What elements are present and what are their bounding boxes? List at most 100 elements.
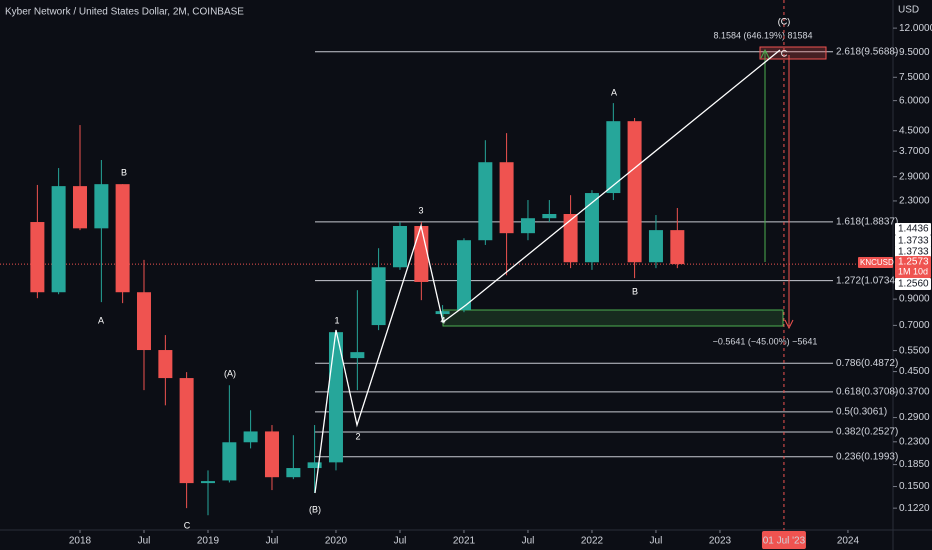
y-tick-label: 0.7000 [899, 320, 930, 331]
last-price-box [895, 256, 931, 278]
y-tick-label: 0.1850 [899, 459, 930, 470]
candle-body [328, 332, 343, 463]
countdown: 1M 10d [898, 266, 928, 276]
candle-body [542, 213, 557, 219]
candle-body [158, 350, 173, 379]
candle-body [627, 121, 642, 263]
wave-label: B [121, 167, 127, 177]
fib-label: 0.236(0.1993) [836, 451, 898, 462]
y-tick-label: 2.3000 [899, 196, 930, 207]
wave-label: (B) [309, 504, 321, 514]
x-tick-label: Jul [266, 536, 279, 547]
candle-body [222, 442, 237, 481]
x-tick-label: 2022 [581, 536, 604, 547]
x-tick-label: 2023 [709, 536, 732, 547]
candle-body [606, 121, 621, 194]
candle-body [136, 292, 151, 351]
fib-label: 2.618(9.5688) [836, 46, 898, 57]
y-tick-label: 6.0000 [899, 95, 930, 106]
candle-body [307, 462, 322, 469]
arrow-head [784, 319, 794, 330]
y-tick-label: 4.5000 [899, 125, 930, 136]
price-label-box [895, 246, 931, 258]
candle-body [520, 218, 535, 234]
candle-body [371, 267, 386, 326]
x-tick-label: Jul [394, 536, 407, 547]
candle-body [478, 162, 493, 241]
wave-label: B [632, 286, 638, 296]
x-tick-label: 2021 [453, 536, 476, 547]
candle-body [51, 186, 66, 293]
x-tick-label: 2019 [197, 536, 220, 547]
y-tick-label: 2.9000 [899, 171, 930, 182]
candle-body [499, 162, 514, 234]
price-label: 1.4436 [898, 224, 929, 235]
wave-line [314, 49, 781, 494]
arrow-head [760, 48, 770, 59]
candle-body [115, 184, 130, 293]
y-unit: USD [898, 5, 919, 16]
candle-body [264, 431, 279, 478]
fib-label: 0.786(0.4872) [836, 358, 898, 369]
last-price-label: 1.2573 [898, 257, 929, 268]
fib-label: 1.272(1.0734) [836, 275, 898, 286]
candle-body [72, 186, 87, 229]
price-label: 1.3733 [898, 247, 929, 258]
candle-body [563, 213, 578, 263]
measure-label: −0.5641 (−45.00%) −5641 [713, 336, 818, 346]
wave-label: C [781, 48, 788, 58]
candle-body [179, 378, 194, 484]
y-tick-label: 0.2300 [899, 436, 930, 447]
fib-label: 1.618(1.8837) [836, 216, 898, 227]
candle-body [456, 240, 471, 311]
y-tick-label: 0.9000 [899, 294, 930, 305]
candle-body [200, 481, 215, 484]
y-tick-label: 12.0000 [899, 23, 932, 34]
y-tick-label: 0.4500 [899, 366, 930, 377]
cursor-date-label: 01 Jul '23 [763, 536, 806, 547]
candle-body [435, 311, 450, 315]
candle-body [286, 468, 301, 478]
cursor-date-box [761, 531, 806, 549]
wave-label: A [611, 87, 617, 97]
candle-body [584, 193, 599, 263]
wave-label: 1 [334, 315, 339, 325]
measure-label: 8.1584 (646.19%) 81584 [713, 30, 812, 40]
x-tick-label: 2018 [69, 536, 92, 547]
series-name-box [858, 257, 893, 268]
wave-label: (A) [224, 368, 236, 378]
candle-body [648, 230, 663, 263]
x-tick-label: Jul [138, 536, 151, 547]
wave-label: A [98, 315, 104, 325]
price-label: 1.3733 [898, 236, 929, 247]
wave-label: (C) [778, 16, 791, 26]
x-tick-label: 2020 [325, 536, 348, 547]
x-tick-label: Jul [650, 536, 663, 547]
chart-title: Kyber Network / United States Dollar, 2M… [5, 7, 244, 18]
wave-label: 3 [418, 205, 423, 215]
candle-body [350, 352, 365, 359]
candle-body [243, 431, 258, 443]
price-label: 1.2560 [898, 279, 929, 290]
y-tick-label: 9.5000 [899, 47, 930, 58]
series-name: KNCUSD [860, 258, 894, 267]
y-tick-label: 0.5500 [899, 345, 930, 356]
x-tick-label: Jul [522, 536, 535, 547]
wave-label: C [184, 520, 191, 530]
candle-body [30, 222, 45, 293]
price-label-box [895, 223, 931, 235]
fib-label: 0.382(0.2527) [836, 427, 898, 438]
y-tick-label: 0.1500 [899, 481, 930, 492]
wave-label: 2 [355, 431, 360, 441]
candle-body [392, 225, 407, 268]
measure-box-down [442, 309, 784, 327]
candle-body [94, 184, 109, 229]
candle-body [414, 225, 429, 282]
fib-label: 0.618(0.3708) [836, 386, 898, 397]
measure-box-up [759, 46, 827, 60]
candle-body [670, 230, 685, 265]
price-label-box [895, 235, 931, 247]
price-label-box [895, 278, 931, 290]
y-tick-label: 0.1220 [899, 503, 930, 514]
